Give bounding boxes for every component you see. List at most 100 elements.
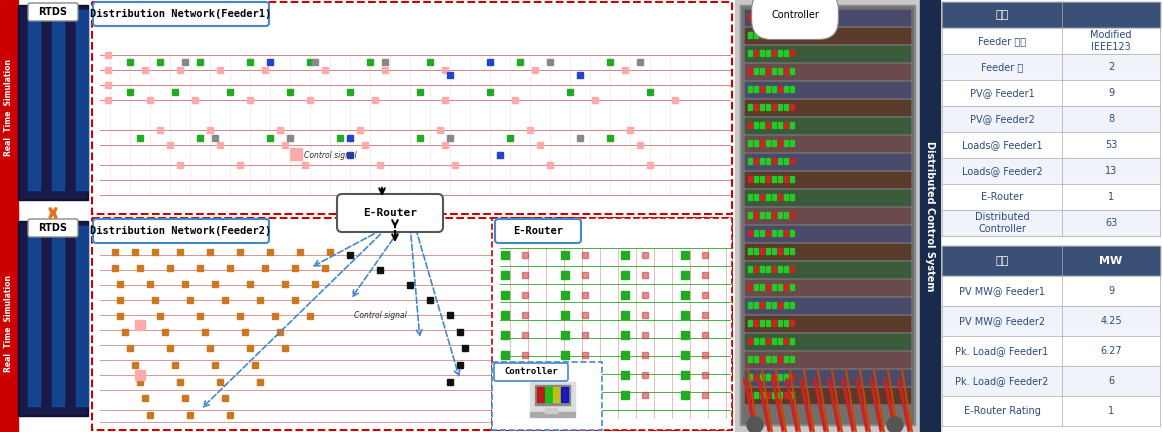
- Bar: [759, 302, 764, 308]
- Bar: [784, 176, 789, 182]
- Bar: [135, 320, 145, 330]
- Bar: [772, 320, 776, 326]
- Bar: [561, 387, 568, 402]
- Bar: [127, 89, 133, 95]
- Bar: [381, 59, 388, 65]
- Bar: [537, 387, 544, 402]
- Text: Real  Time  Simulation: Real Time Simulation: [5, 276, 14, 372]
- Bar: [754, 320, 758, 326]
- Bar: [535, 385, 570, 405]
- Bar: [212, 135, 217, 141]
- Bar: [647, 89, 652, 95]
- Bar: [501, 271, 509, 279]
- Bar: [778, 284, 782, 290]
- Bar: [748, 176, 752, 182]
- Bar: [277, 329, 283, 335]
- Bar: [1062, 336, 1160, 366]
- Bar: [772, 32, 776, 38]
- Bar: [492, 218, 732, 430]
- Bar: [152, 297, 158, 303]
- Bar: [784, 194, 789, 200]
- Bar: [105, 82, 110, 88]
- Bar: [1062, 210, 1160, 236]
- Bar: [377, 267, 383, 273]
- Text: Control signal: Control signal: [354, 311, 406, 320]
- Bar: [1062, 276, 1160, 306]
- Bar: [381, 67, 388, 73]
- Bar: [754, 392, 758, 398]
- Bar: [52, 226, 64, 406]
- Bar: [52, 10, 64, 190]
- Bar: [152, 249, 158, 255]
- Bar: [281, 142, 288, 148]
- Bar: [778, 266, 782, 272]
- Bar: [682, 271, 688, 279]
- Bar: [772, 338, 776, 344]
- Bar: [302, 162, 308, 168]
- Bar: [545, 408, 557, 413]
- Bar: [754, 194, 758, 200]
- Bar: [759, 194, 764, 200]
- Bar: [312, 59, 317, 65]
- Bar: [754, 32, 758, 38]
- Bar: [582, 352, 588, 358]
- Bar: [790, 68, 794, 74]
- Bar: [582, 312, 588, 318]
- Bar: [347, 252, 354, 258]
- Bar: [177, 249, 183, 255]
- Bar: [766, 248, 770, 254]
- Bar: [582, 252, 588, 258]
- Bar: [748, 14, 752, 20]
- Bar: [227, 89, 233, 95]
- Bar: [942, 396, 1062, 426]
- Bar: [427, 59, 433, 65]
- Bar: [772, 212, 776, 218]
- Bar: [778, 374, 782, 380]
- Bar: [627, 127, 633, 133]
- Bar: [745, 118, 909, 133]
- Bar: [621, 391, 629, 399]
- Bar: [745, 46, 909, 61]
- Bar: [942, 210, 1062, 236]
- Bar: [702, 312, 708, 318]
- Bar: [759, 338, 764, 344]
- Bar: [197, 313, 204, 319]
- Bar: [784, 392, 789, 398]
- Text: 1: 1: [1108, 192, 1114, 202]
- Bar: [759, 122, 764, 128]
- Bar: [177, 67, 183, 73]
- Bar: [790, 86, 794, 92]
- Bar: [759, 176, 764, 182]
- Bar: [745, 28, 909, 43]
- Bar: [172, 89, 178, 95]
- Bar: [105, 67, 110, 73]
- Text: 4.25: 4.25: [1100, 316, 1122, 326]
- Bar: [522, 332, 528, 338]
- Bar: [1062, 2, 1160, 28]
- Bar: [357, 127, 363, 133]
- Bar: [561, 351, 569, 359]
- Bar: [642, 392, 648, 398]
- Bar: [257, 379, 263, 385]
- Bar: [784, 86, 789, 92]
- Bar: [522, 312, 528, 318]
- Bar: [157, 127, 163, 133]
- Bar: [642, 372, 648, 378]
- Bar: [748, 122, 752, 128]
- Bar: [778, 212, 782, 218]
- Bar: [227, 412, 233, 418]
- Text: Real  Time  Simulation: Real Time Simulation: [5, 60, 14, 156]
- Bar: [759, 140, 764, 146]
- Bar: [501, 291, 509, 299]
- Bar: [207, 249, 213, 255]
- Bar: [754, 158, 758, 164]
- Bar: [522, 272, 528, 278]
- Bar: [766, 374, 770, 380]
- Bar: [307, 59, 313, 65]
- Bar: [682, 391, 688, 399]
- Text: Controller: Controller: [504, 368, 558, 377]
- Bar: [772, 392, 776, 398]
- Bar: [0, 0, 17, 216]
- Bar: [582, 372, 588, 378]
- Bar: [312, 281, 317, 287]
